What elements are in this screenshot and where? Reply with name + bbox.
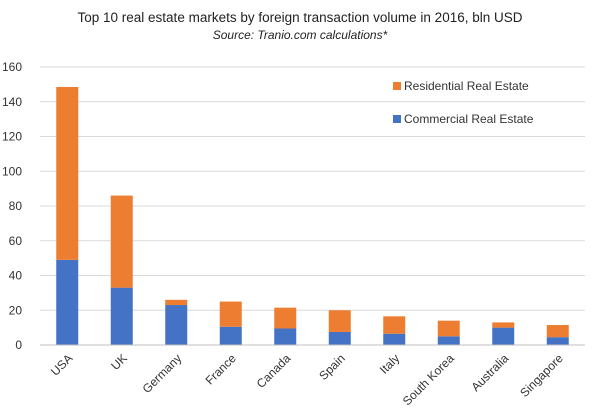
bar-residential (328, 310, 351, 332)
bar-residential (110, 195, 133, 288)
x-tick-label: USA (48, 351, 75, 378)
x-tick-label: Germany (140, 351, 185, 396)
y-tick-label: 140 (2, 95, 22, 109)
x-tick-label: Australia (468, 351, 511, 394)
y-tick-label: 0 (15, 338, 22, 352)
bar-commercial (165, 305, 188, 345)
bar-residential (274, 307, 297, 329)
y-tick-label: 100 (2, 164, 22, 178)
y-tick-label: 60 (9, 234, 23, 248)
bar-commercial (437, 336, 460, 345)
chart-subtitle: Source: Tranio.com calculations* (212, 28, 388, 42)
x-tick-label: Singapore (517, 351, 566, 400)
bar-commercial (492, 327, 515, 345)
x-tick-label: UK (108, 351, 130, 373)
legend-label: Residential Real Estate (404, 79, 529, 93)
bar-commercial (383, 333, 406, 345)
bar-residential (219, 301, 242, 327)
chart-title: Top 10 real estate markets by foreign tr… (77, 10, 523, 25)
bar-commercial (274, 328, 297, 345)
x-tick-label: Canada (254, 351, 294, 391)
bar-residential (546, 325, 569, 338)
bar-commercial (56, 259, 79, 345)
y-tick-label: 40 (9, 269, 23, 283)
y-tick-label: 160 (2, 60, 22, 74)
bar-commercial (546, 337, 569, 345)
bar-commercial (328, 331, 351, 345)
y-tick-label: 120 (2, 130, 22, 144)
y-tick-label: 20 (9, 303, 23, 317)
x-tick-label: Italy (377, 351, 402, 376)
legend-swatch (393, 82, 401, 90)
bar-residential (492, 322, 515, 328)
bar-commercial (110, 287, 133, 345)
bar-residential (56, 86, 79, 260)
legend-label: Commercial Real Estate (404, 112, 534, 126)
legend-swatch (393, 115, 401, 123)
x-tick-label: Spain (316, 351, 348, 383)
bar-residential (437, 320, 460, 337)
x-tick-label: South Korea (400, 351, 457, 408)
bar-residential (165, 299, 188, 306)
bar-residential (383, 316, 406, 334)
y-tick-label: 80 (9, 199, 23, 213)
bar-commercial (219, 326, 242, 345)
x-tick-label: France (203, 351, 240, 388)
